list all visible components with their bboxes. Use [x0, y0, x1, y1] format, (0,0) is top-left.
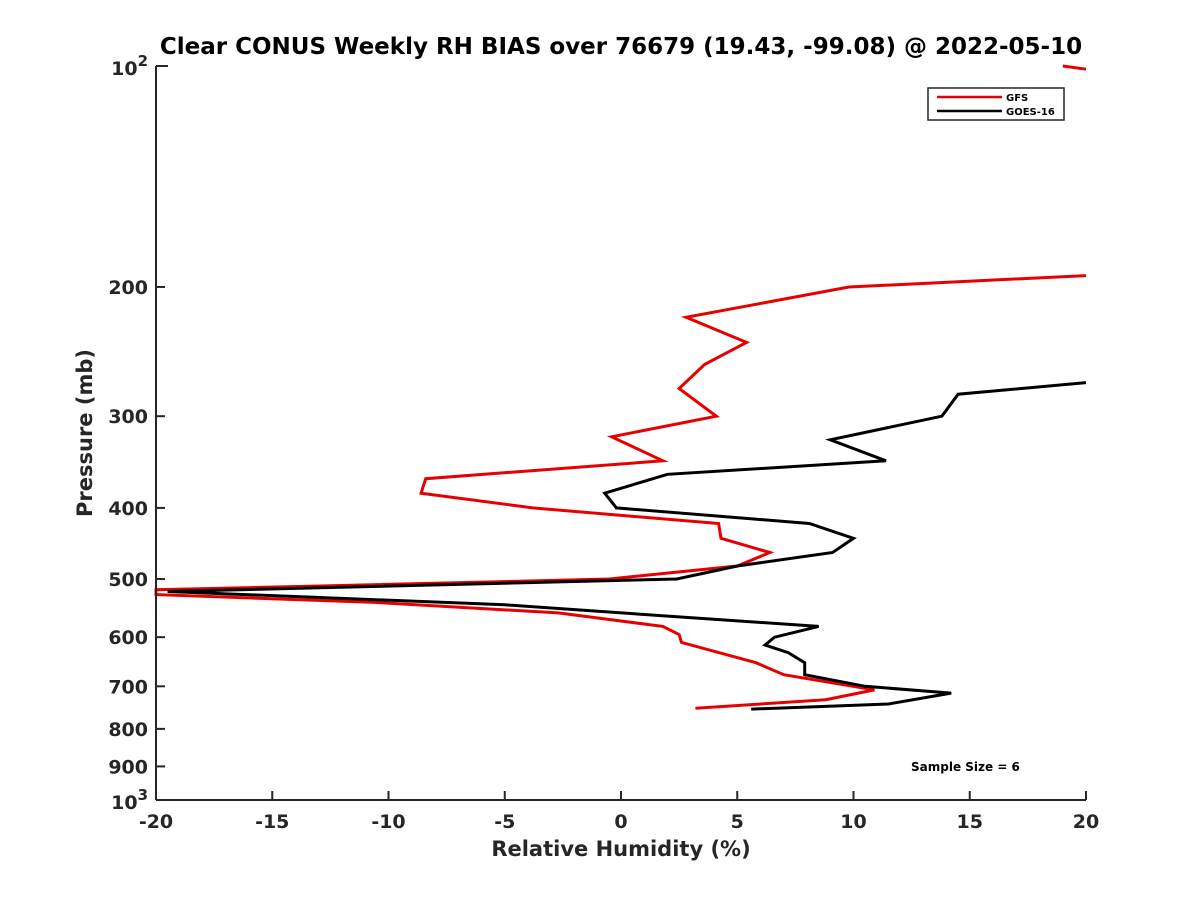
y-tick-label: 600 — [108, 627, 148, 649]
legend-box — [927, 87, 1065, 121]
x-tick-label: 0 — [614, 811, 627, 833]
series-layer — [154, 64, 1087, 711]
x-tick-label: 10 — [840, 811, 866, 833]
series-line-goes-16 — [167, 381, 1087, 711]
series-line-gfs — [154, 274, 1087, 710]
chart-title: Clear CONUS Weekly RH BIAS over 76679 (1… — [160, 34, 1082, 60]
y-tick-label: 700 — [108, 676, 148, 698]
x-axis-label: Relative Humidity (%) — [491, 837, 750, 861]
y-tick-label: 500 — [108, 569, 148, 591]
y-decade-label: 103 — [111, 786, 148, 814]
plot-frame — [156, 66, 1086, 800]
y-tick-label: 200 — [108, 277, 148, 299]
x-tick-label: 15 — [957, 811, 983, 833]
y-axis-label: Pressure (mb) — [73, 349, 97, 517]
x-tick-label: 5 — [731, 811, 744, 833]
x-tick-label: -5 — [494, 811, 515, 833]
y-tick-label: 300 — [108, 406, 148, 428]
plot-area: -20 -15 -10 -5 0 5 10 15 20 200 300 400 500 600 700 80… — [108, 52, 1099, 833]
x-tick-label: -20 — [139, 811, 173, 833]
y-tick-label: 800 — [108, 719, 148, 741]
legend-label-gfs: GFS — [1006, 93, 1028, 104]
y-tick-label: 400 — [108, 498, 148, 520]
x-tick-label: 20 — [1073, 811, 1099, 833]
legend: GFS GOES-16 — [927, 87, 1065, 121]
x-tick-label: -15 — [255, 811, 289, 833]
series-line-gfs — [1062, 64, 1087, 71]
x-axis-ticks: -20 -15 -10 -5 0 5 10 15 20 — [139, 791, 1099, 833]
y-tick-label: 900 — [108, 756, 148, 778]
x-tick-label: -10 — [371, 811, 405, 833]
y-decade-label: 102 — [111, 52, 148, 80]
y-axis-ticks: 200 300 400 500 600 700 800 900 102 103 — [108, 52, 168, 814]
sample-size-annotation: Sample Size = 6 — [911, 760, 1020, 774]
legend-label-goes16: GOES-16 — [1006, 107, 1055, 118]
